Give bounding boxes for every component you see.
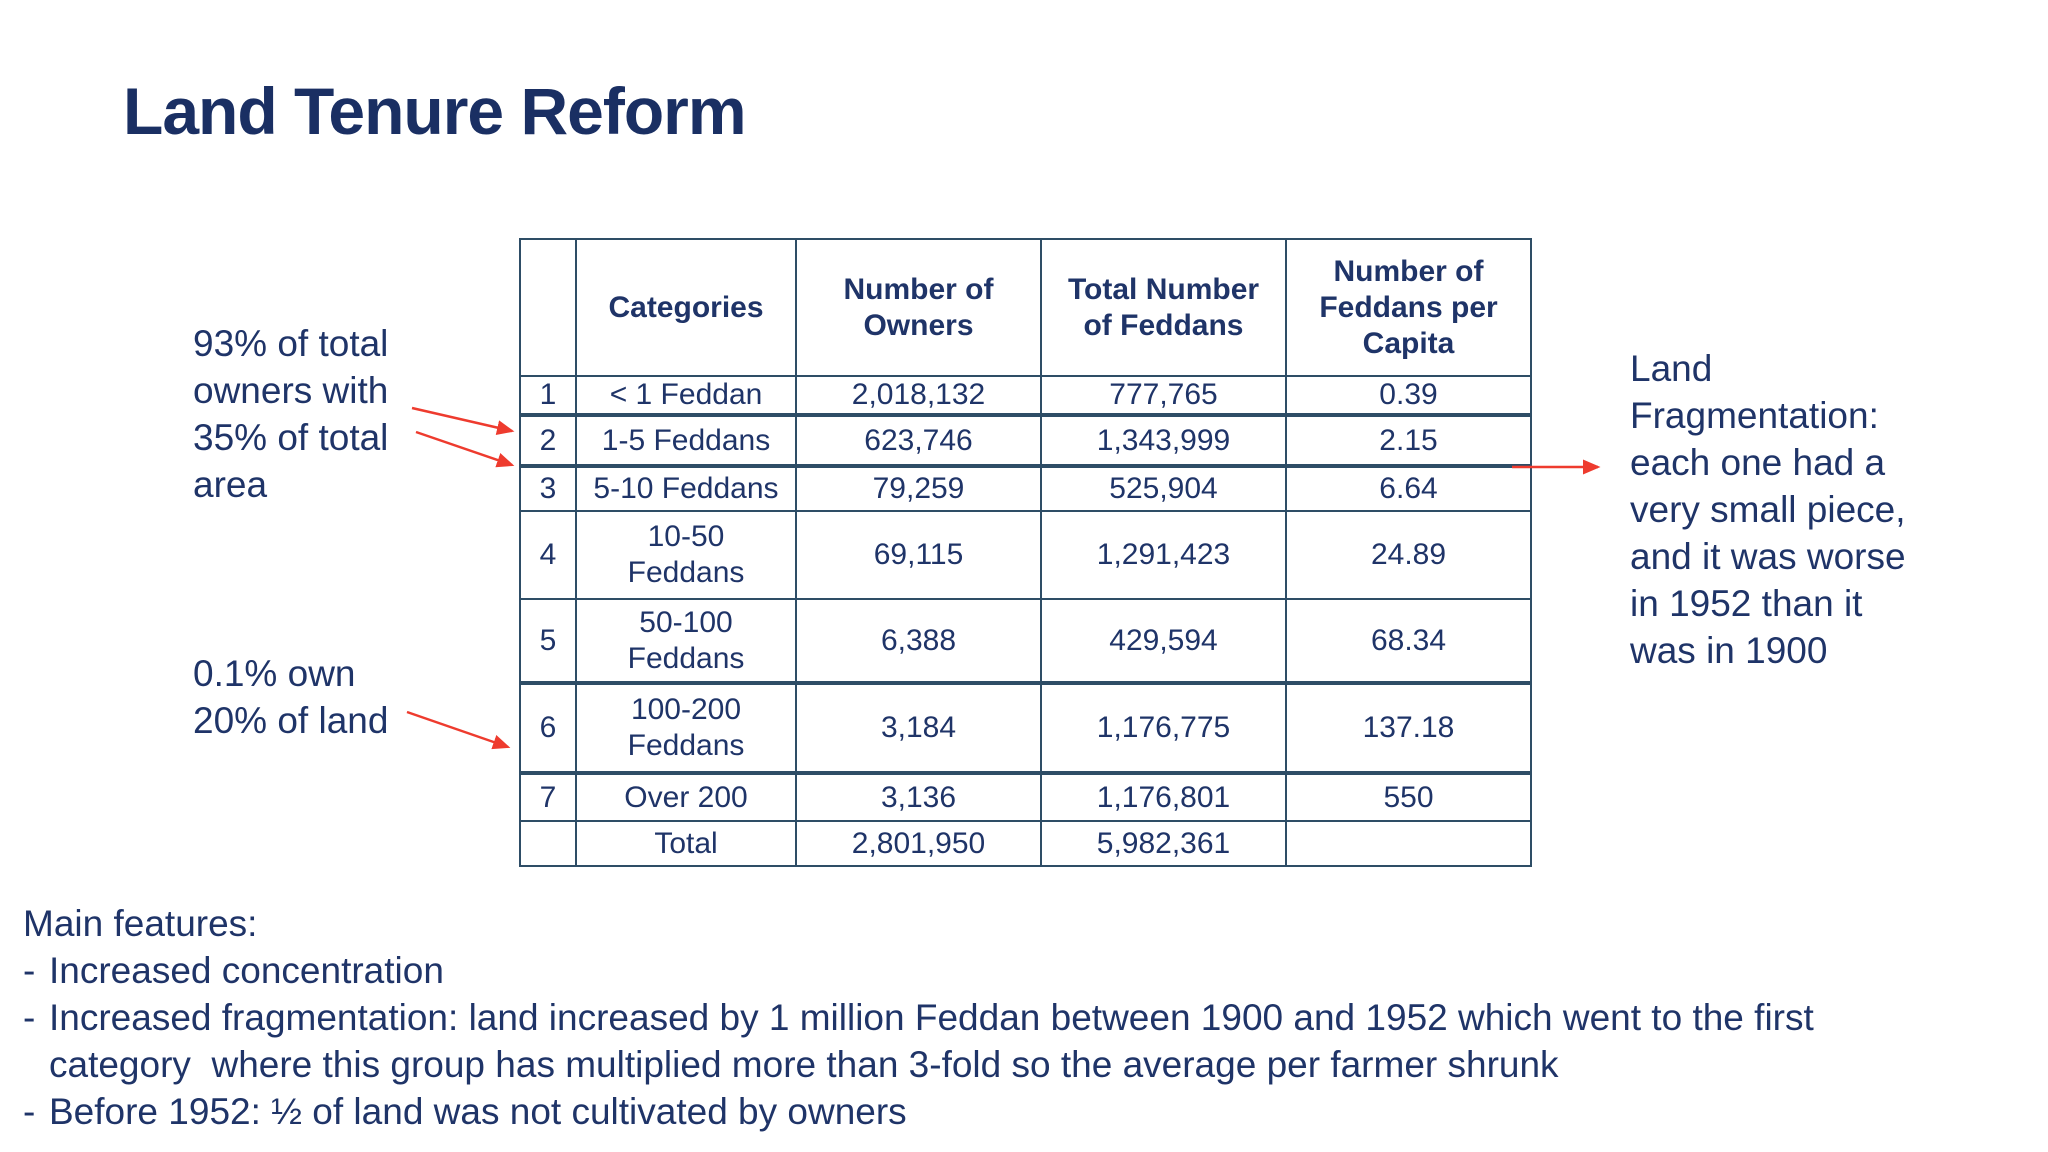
row-num: 2 bbox=[519, 414, 577, 468]
table-row: 4 10-50 Feddans 69,115 1,291,423 24.89 bbox=[519, 510, 1532, 600]
cell-per-capita: 137.18 bbox=[1285, 682, 1532, 775]
cell-owners: 2,018,132 bbox=[795, 375, 1042, 417]
table-row: 5 50-100 Feddans 6,388 429,594 68.34 bbox=[519, 598, 1532, 685]
table-header-row: Categories Number of Owners Total Number… bbox=[519, 238, 1532, 377]
cell-category: Over 200 bbox=[575, 772, 797, 822]
cell-owners: 79,259 bbox=[795, 465, 1042, 512]
cell-feddans: 1,176,801 bbox=[1040, 772, 1287, 822]
cell-owners: 69,115 bbox=[795, 510, 1042, 600]
cell-per-capita: 2.15 bbox=[1285, 414, 1532, 468]
cell-owners: 3,184 bbox=[795, 682, 1042, 775]
cell-per-capita: 550 bbox=[1285, 772, 1532, 822]
annotation-owners-share: 93% of total owners with 35% of total ar… bbox=[193, 323, 389, 505]
land-ownership-table: Categories Number of Owners Total Number… bbox=[519, 238, 1532, 867]
bullet-dash: - bbox=[23, 950, 36, 991]
annotation-land-concentration: 0.1% own 20% of land bbox=[193, 653, 389, 741]
cell-category: Total bbox=[575, 820, 797, 867]
header-categories: Categories bbox=[575, 238, 797, 377]
header-total-feddans: Total Number of Feddans bbox=[1040, 238, 1287, 377]
cell-per-capita: 0.39 bbox=[1285, 375, 1532, 417]
header-number-of-owners: Number of Owners bbox=[795, 238, 1042, 377]
main-features-heading: Main features: bbox=[23, 903, 258, 944]
table-row: 6 100-200 Feddans 3,184 1,176,775 137.18 bbox=[519, 682, 1532, 775]
bullet-dash: - bbox=[23, 1091, 36, 1132]
row-num: 5 bbox=[519, 598, 577, 685]
cell-feddans: 5,982,361 bbox=[1040, 820, 1287, 867]
cell-owners: 3,136 bbox=[795, 772, 1042, 822]
header-feddans-per-capita: Number of Feddans per Capita bbox=[1285, 238, 1532, 377]
table-row: 2 1-5 Feddans 623,746 1,343,999 2.15 bbox=[519, 414, 1532, 468]
bullet-before-1952: - Before 1952: ½ of land was not cultiva… bbox=[23, 1088, 2018, 1135]
cell-feddans: 1,343,999 bbox=[1040, 414, 1287, 468]
cell-category: 1-5 Feddans bbox=[575, 414, 797, 468]
cell-category: 100-200 Feddans bbox=[575, 682, 797, 775]
cell-category: < 1 Feddan bbox=[575, 375, 797, 417]
table-row: 3 5-10 Feddans 79,259 525,904 6.64 bbox=[519, 465, 1532, 512]
header-index bbox=[519, 238, 577, 377]
bullet-dash: - bbox=[23, 997, 36, 1038]
annotation-land-fragmentation: Land Fragmentation: each one had a very … bbox=[1630, 348, 1906, 671]
cell-owners: 623,746 bbox=[795, 414, 1042, 468]
cell-category: 5-10 Feddans bbox=[575, 465, 797, 512]
table-total-row: Total 2,801,950 5,982,361 bbox=[519, 820, 1532, 867]
cell-owners: 6,388 bbox=[795, 598, 1042, 685]
table-row: 7 Over 200 3,136 1,176,801 550 bbox=[519, 772, 1532, 822]
cell-category: 10-50 Feddans bbox=[575, 510, 797, 600]
bullet-increased-fragmentation: - Increased fragmentation: land increase… bbox=[23, 994, 2018, 1088]
cell-category: 50-100 Feddans bbox=[575, 598, 797, 685]
row-num: 7 bbox=[519, 772, 577, 822]
row-num bbox=[519, 820, 577, 867]
table-row: 1 < 1 Feddan 2,018,132 777,765 0.39 bbox=[519, 375, 1532, 417]
row-num: 6 bbox=[519, 682, 577, 775]
cell-feddans: 777,765 bbox=[1040, 375, 1287, 417]
cell-feddans: 429,594 bbox=[1040, 598, 1287, 685]
page-title: Land Tenure Reform bbox=[123, 74, 747, 148]
bullet-increased-concentration: - Increased concentration bbox=[23, 947, 2018, 994]
cell-per-capita: 24.89 bbox=[1285, 510, 1532, 600]
cell-per-capita bbox=[1285, 820, 1532, 867]
main-features-block: Main features: - Increased concentration… bbox=[23, 900, 2018, 1135]
row-num: 4 bbox=[519, 510, 577, 600]
cell-per-capita: 68.34 bbox=[1285, 598, 1532, 685]
row-num: 3 bbox=[519, 465, 577, 512]
cell-owners: 2,801,950 bbox=[795, 820, 1042, 867]
cell-feddans: 1,291,423 bbox=[1040, 510, 1287, 600]
cell-feddans: 1,176,775 bbox=[1040, 682, 1287, 775]
cell-feddans: 525,904 bbox=[1040, 465, 1287, 512]
cell-per-capita: 6.64 bbox=[1285, 465, 1532, 512]
row-num: 1 bbox=[519, 375, 577, 417]
